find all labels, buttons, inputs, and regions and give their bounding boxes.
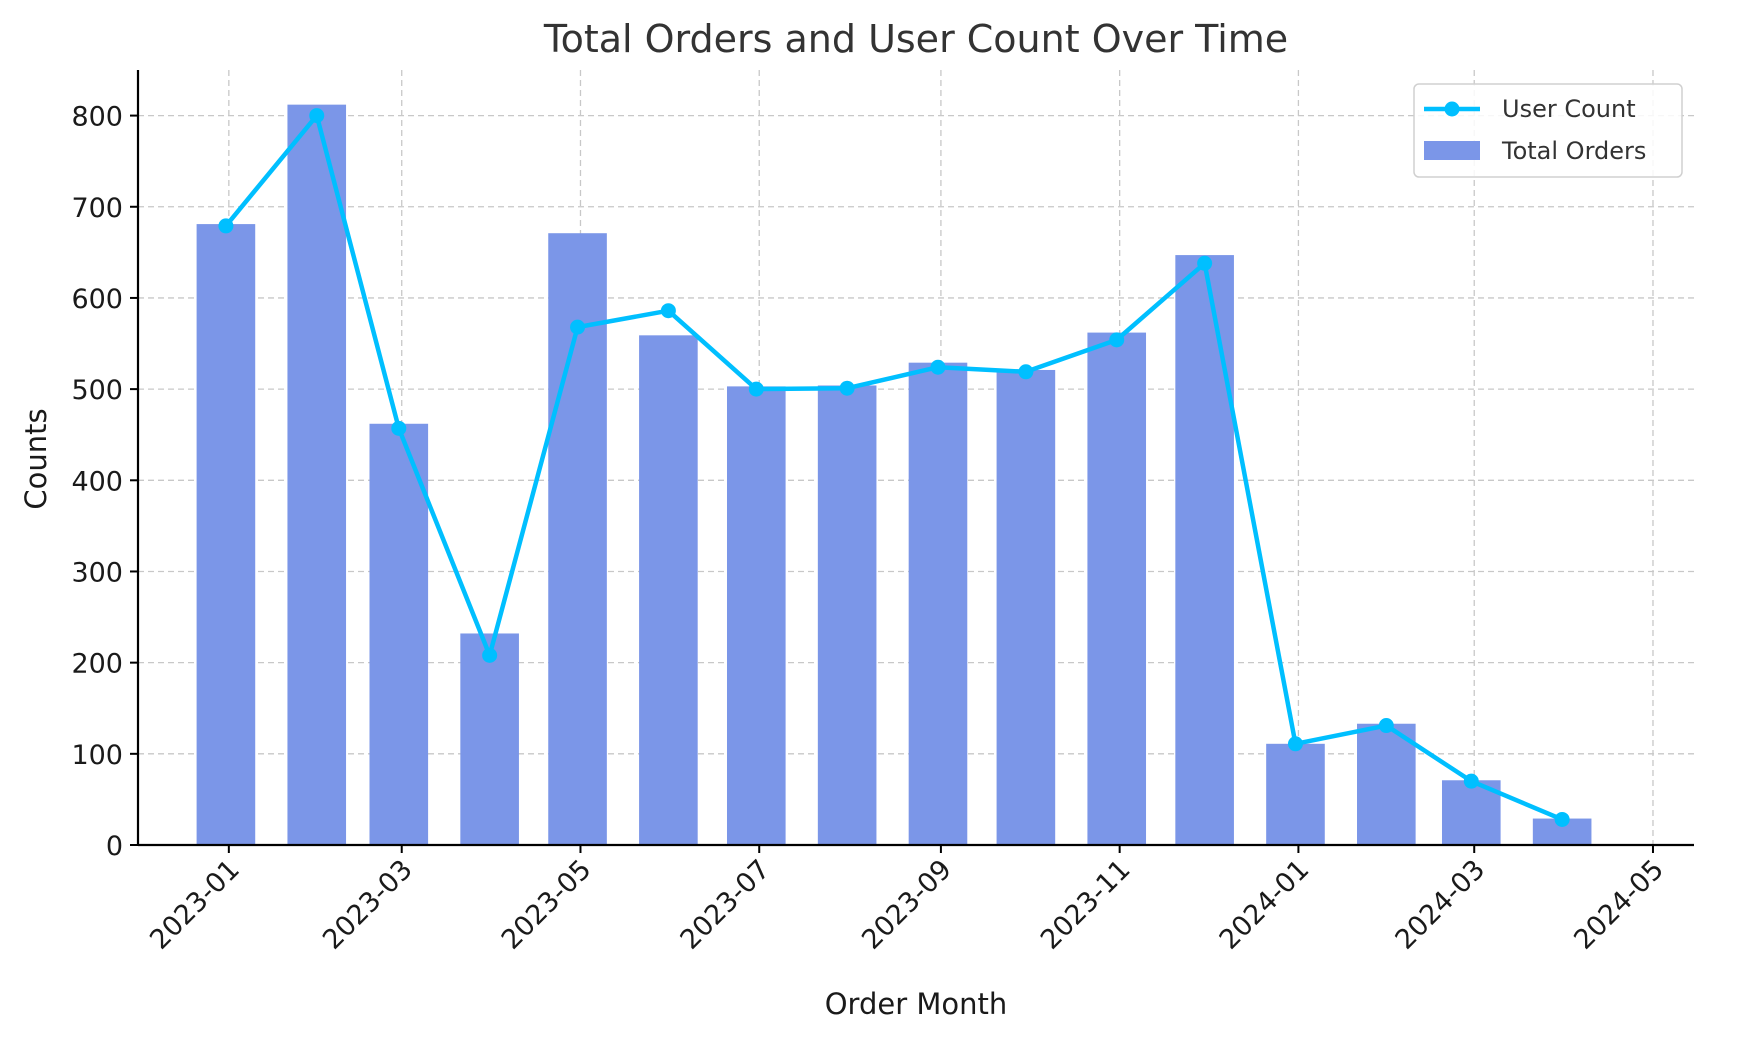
point-user-count (482, 647, 498, 663)
x-tick-label: 2023-11 (1035, 854, 1137, 956)
point-user-count (839, 380, 855, 396)
legend-label-total-orders: Total Orders (1501, 137, 1646, 165)
y-tick-label: 600 (71, 284, 123, 315)
point-user-count (748, 381, 764, 397)
bar-total-orders (1266, 743, 1325, 845)
x-tick-label: 2023-01 (144, 854, 246, 956)
bar-total-orders (1087, 332, 1147, 845)
x-ticks: 2023-01 2023-03 2023-05 2023-07 2023-09 2023-… (144, 845, 1670, 956)
bar-total-orders (369, 423, 429, 845)
x-tick-label: 2024-01 (1214, 854, 1316, 956)
point-user-count (391, 420, 407, 436)
bar-total-orders (1175, 255, 1234, 845)
x-tick-label: 2024-05 (1568, 854, 1670, 956)
bar-total-orders (639, 335, 698, 845)
y-ticks: 0 100 200 300 400 500 600 700 800 (71, 102, 138, 862)
point-user-count (309, 108, 325, 124)
point-user-count (1463, 773, 1479, 789)
y-tick-label: 700 (71, 193, 123, 224)
legend: User Count Total Orders (1413, 83, 1683, 178)
bar-total-orders (1357, 723, 1416, 845)
point-user-count (1554, 811, 1570, 827)
bar-total-orders (460, 633, 519, 845)
chart-title: Total Orders and User Count Over Time (543, 17, 1288, 61)
x-tick-label: 2023-05 (496, 854, 598, 956)
y-tick-label: 400 (71, 466, 123, 497)
point-user-count (1287, 736, 1303, 752)
point-user-count (1378, 718, 1394, 734)
bar-total-orders (996, 369, 1056, 845)
series-line-user-count (224, 113, 1564, 822)
point-user-count (660, 303, 676, 319)
point-user-count (218, 218, 234, 234)
point-user-count (1018, 364, 1034, 380)
legend-swatch-total-orders (1424, 141, 1480, 160)
bar-total-orders (196, 224, 256, 845)
y-tick-label: 0 (106, 831, 123, 862)
y-tick-label: 800 (71, 102, 123, 133)
line-user-count (218, 108, 1570, 827)
bar-total-orders (287, 104, 347, 846)
y-tick-label: 300 (71, 557, 123, 588)
bar-total-orders (726, 386, 786, 845)
x-tick-label: 2023-03 (317, 854, 419, 956)
y-axis-label: Counts (19, 408, 53, 509)
y-tick-label: 200 (71, 649, 123, 680)
legend-marker-user-count (1444, 101, 1460, 117)
point-user-count (930, 359, 946, 375)
x-tick-label: 2024-03 (1389, 854, 1491, 956)
x-tick-label: 2023-09 (856, 854, 958, 956)
bar-total-orders (817, 385, 877, 845)
x-tick-label: 2023-07 (674, 854, 776, 956)
point-user-count (1109, 332, 1125, 348)
bar-total-orders (908, 362, 968, 845)
point-user-count (1197, 255, 1213, 271)
legend-frame (1413, 83, 1683, 178)
y-tick-label: 500 (71, 375, 123, 406)
legend-label-user-count: User Count (1502, 95, 1636, 123)
x-axis-label: Order Month (825, 987, 1008, 1021)
point-user-count (570, 319, 586, 335)
y-tick-label: 100 (71, 740, 123, 771)
bars-total-orders (196, 104, 1592, 846)
